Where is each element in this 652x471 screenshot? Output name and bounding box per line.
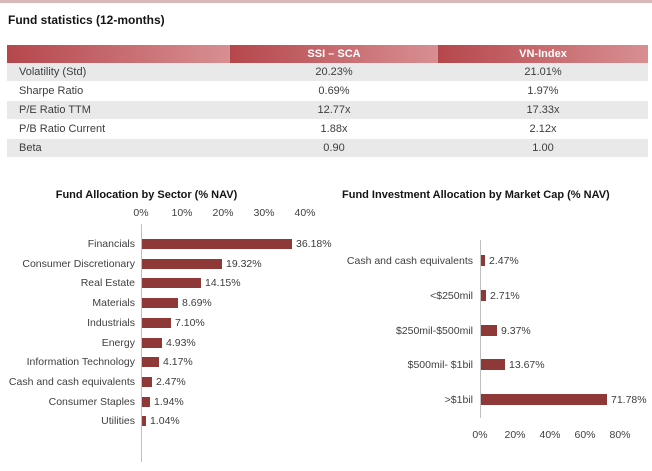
value-label: 2.71% xyxy=(490,290,520,302)
value-label: 8.69% xyxy=(182,297,212,309)
axis-tick-label: 20% xyxy=(504,429,526,441)
bar xyxy=(142,377,152,387)
bar xyxy=(142,318,171,328)
bar xyxy=(142,397,150,407)
bar xyxy=(481,394,607,405)
bar xyxy=(481,325,497,336)
axis-tick-label: 40% xyxy=(294,207,316,219)
category-label: Materials xyxy=(92,297,135,309)
axis-tick-label: 60% xyxy=(574,429,596,441)
sector-chart-title: Fund Allocation by Sector (% NAV) xyxy=(55,189,238,201)
bar xyxy=(142,357,159,367)
table-cell: P/E Ratio TTM xyxy=(19,104,91,116)
marketcap-chart-title: Fund Investment Allocation by Market Cap… xyxy=(342,189,610,201)
axis-tick-label: 40% xyxy=(539,429,561,441)
axis-tick-label: 30% xyxy=(253,207,275,219)
value-label: 4.17% xyxy=(163,356,193,368)
category-label: >$1bil xyxy=(444,394,473,406)
value-label: 9.37% xyxy=(501,325,531,337)
table-cell: 17.33x xyxy=(526,104,560,116)
category-label: Financials xyxy=(87,238,135,250)
category-label: Cash and cash equivalents xyxy=(8,376,135,388)
top-strip xyxy=(0,0,652,3)
value-label: 19.32% xyxy=(226,258,262,270)
value-label: 2.47% xyxy=(489,255,519,267)
bar xyxy=(142,298,178,308)
value-label: 7.10% xyxy=(175,317,205,329)
table-row: Volatility (Std) 20.23% 21.01% xyxy=(7,63,648,82)
section-heading: Fund statistics (12-months) xyxy=(8,13,165,27)
table-cell: 20.23% xyxy=(315,66,353,78)
table-header-row: SSI – SCA VN-Index xyxy=(7,45,648,63)
bar xyxy=(142,278,201,288)
axis-tick-label: 80% xyxy=(609,429,631,441)
value-label: 1.04% xyxy=(150,415,180,427)
table-header-cell-ssi-sca: SSI – SCA xyxy=(230,45,438,63)
table-cell: Volatility (Std) xyxy=(19,66,87,78)
table-header-cell-vn-index: VN-Index xyxy=(438,45,648,63)
value-label: 13.67% xyxy=(509,359,545,371)
value-label: 1.94% xyxy=(154,396,184,408)
table-row: P/E Ratio TTM 12.77x 17.33x xyxy=(7,101,648,120)
bar xyxy=(142,338,162,348)
table-header-cell-blank xyxy=(7,45,230,63)
value-label: 2.47% xyxy=(156,376,186,388)
table-cell: P/B Ratio Current xyxy=(19,123,106,135)
bar xyxy=(481,359,505,370)
category-label: Real Estate xyxy=(80,277,135,289)
table-cell: 0.90 xyxy=(323,142,345,154)
table-cell: 21.01% xyxy=(524,66,562,78)
category-label: Information Technology xyxy=(26,356,135,368)
category-label: Utilities xyxy=(101,415,135,427)
category-label: Consumer Staples xyxy=(48,396,135,408)
bar xyxy=(142,416,146,426)
value-label: 71.78% xyxy=(611,394,647,406)
table-cell: 1.97% xyxy=(527,85,559,97)
axis-tick-label: 0% xyxy=(472,429,488,441)
table-cell: 1.00 xyxy=(532,142,554,154)
axis-tick-label: 0% xyxy=(133,207,149,219)
bar xyxy=(142,239,292,249)
category-label: <$250mil xyxy=(430,290,473,302)
category-label: Energy xyxy=(101,337,135,349)
category-label: $500mil- $1bil xyxy=(407,359,473,371)
marketcap-chart-axis-line xyxy=(480,240,481,418)
value-label: 14.15% xyxy=(205,277,241,289)
category-label: Cash and cash equivalents xyxy=(346,255,473,267)
table-cell: 1.88x xyxy=(320,123,348,135)
table-row: Sharpe Ratio 0.69% 1.97% xyxy=(7,82,648,101)
value-label: 36.18% xyxy=(296,238,332,250)
table-cell: Sharpe Ratio xyxy=(19,85,84,97)
table-row: P/B Ratio Current 1.88x 2.12x xyxy=(7,120,648,139)
table-cell: 2.12x xyxy=(529,123,557,135)
category-label: Consumer Discretionary xyxy=(22,258,135,270)
bar xyxy=(481,255,485,266)
table-cell: 12.77x xyxy=(317,104,351,116)
table-cell: Beta xyxy=(19,142,42,154)
table-row: Beta 0.90 1.00 xyxy=(7,139,648,158)
category-label: Industrials xyxy=(87,317,135,329)
bar xyxy=(481,290,486,301)
bar xyxy=(142,259,222,269)
axis-tick-label: 20% xyxy=(212,207,234,219)
sector-chart-axis-line xyxy=(141,224,142,462)
fund-statistics-table: SSI – SCA VN-Index Volatility (Std) 20.23… xyxy=(7,45,648,158)
table-cell: 0.69% xyxy=(318,85,350,97)
table-body: Volatility (Std) 20.23% 21.01% Sharpe Ratio… xyxy=(7,63,648,158)
category-label: $250mil-$500mil xyxy=(395,325,473,337)
axis-tick-label: 10% xyxy=(171,207,193,219)
value-label: 4.93% xyxy=(166,337,196,349)
